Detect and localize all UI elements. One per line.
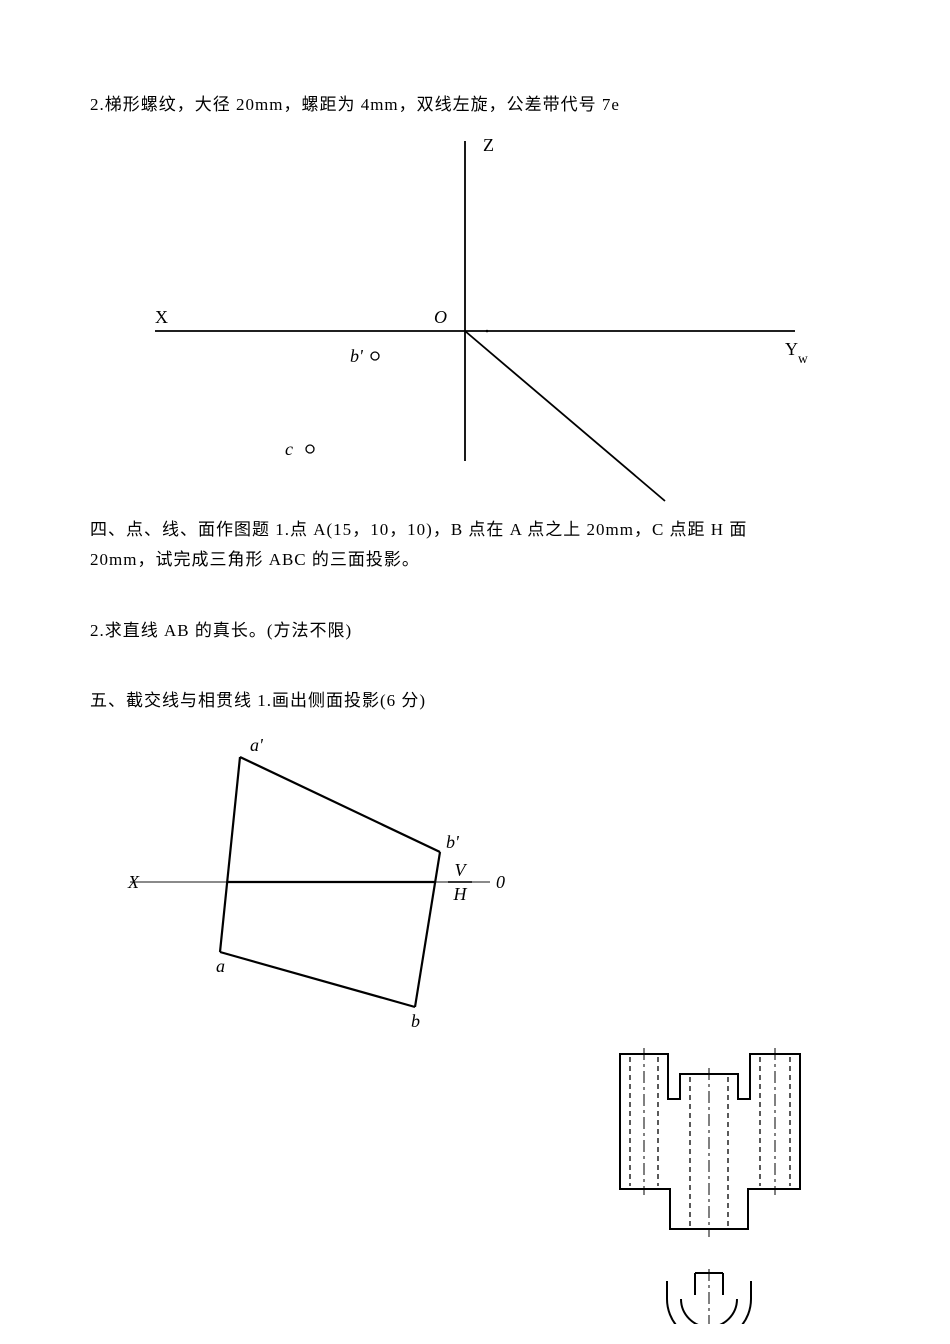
svg-text:Yw: Yw [785,339,808,366]
trapezoid-diagram: a' b' a b X 0 VH [110,727,530,1037]
q2-text: 2.梯形螺纹，大径 20mm，螺距为 4mm，双线左旋，公差带代号 7e [90,90,860,121]
svg-text:Z: Z [483,135,494,155]
svg-text:V: V [455,860,468,880]
svg-text:c: c [285,439,293,459]
svg-text:0: 0 [496,872,505,892]
q4-line2: 20mm，试完成三角形 ABC 的三面投影。 [90,545,860,576]
axes-diagram: Z X O Yw b' c [135,131,815,521]
q4-2-text: 2.求直线 AB 的真长。(方法不限) [90,616,860,647]
svg-text:H: H [453,884,468,904]
svg-text:X: X [155,307,168,327]
svg-text:X: X [127,872,140,892]
svg-text:a: a [216,956,225,976]
q4-line1b: ，10)，B 点在 A 点之上 20mm，C 点距 H 面 [389,520,747,539]
q4-line1a: 四、点、线、面作图题 1.点 A(15， [90,520,370,539]
q4-inline: 10 [370,520,389,539]
trapezoid-container: a' b' a b X 0 VH [90,727,860,1037]
svg-text:b': b' [446,832,460,852]
q4-line1: 四、点、线、面作图题 1.点 A(15，10，10)，B 点在 A 点之上 20… [90,515,860,546]
part-diagram [600,1044,820,1324]
q5-text: 五、截交线与相贯线 1.画出侧面投影(6 分) [90,686,860,717]
svg-text:b: b [411,1011,420,1031]
svg-text:a': a' [250,735,264,755]
svg-text:O: O [434,307,447,327]
svg-text:b': b' [350,346,364,366]
part-diagram-container [600,1044,820,1324]
axes-diagram-container: Z X O Yw b' c [90,131,860,521]
